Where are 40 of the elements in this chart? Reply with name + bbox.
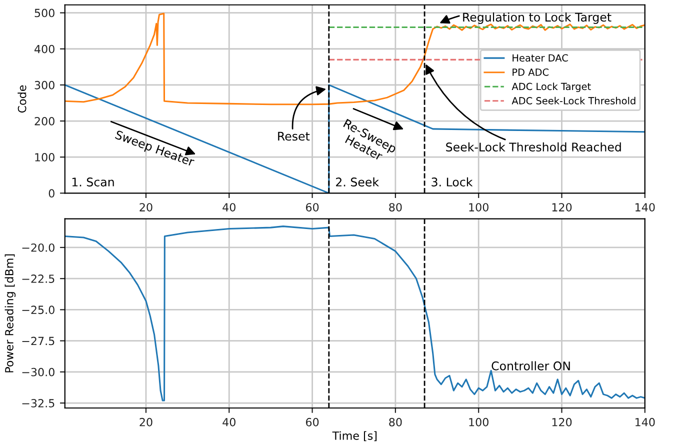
- legend-label: Heater DAC: [512, 54, 568, 62]
- x-tick-label: 80: [389, 203, 402, 212]
- legend-label: PD ADC: [512, 68, 549, 76]
- y-tick-label: −30.0: [22, 368, 54, 376]
- y-tick-label: −32.5: [22, 399, 54, 408]
- x-tick-label: 60: [306, 418, 319, 426]
- annotation: Regulation to Lock Target: [463, 12, 612, 24]
- y-tick-label: 400: [34, 44, 54, 54]
- legend-label: ADC Seek-Lock Threshold: [512, 96, 636, 104]
- y-tick-label: 100: [35, 153, 54, 162]
- annotation: 3. Lock: [432, 177, 473, 186]
- y-tick-label: −20.0: [22, 243, 54, 252]
- x-tick-label: 40: [222, 203, 236, 212]
- y-axis-title: Code: [18, 85, 26, 113]
- annotation: 1. Scan: [72, 178, 114, 186]
- x-tick-label: 60: [306, 203, 319, 212]
- x-tick-label: 20: [140, 418, 152, 426]
- x-tick-label: 80: [389, 418, 402, 426]
- y-tick-label: −25.0: [22, 306, 54, 314]
- annotation: Controller ON: [492, 361, 570, 370]
- x-tick-label: 120: [552, 203, 572, 212]
- y-tick-label: 500: [34, 8, 54, 18]
- y-tick-label: 200: [34, 116, 54, 126]
- x-tick-label: 40: [222, 418, 236, 426]
- x-tick-label: 120: [552, 418, 572, 426]
- x-tick-label: 100: [469, 203, 488, 212]
- x-tick-label: 100: [469, 418, 488, 426]
- y-tick-label: 0: [48, 189, 54, 198]
- annotation: Seek-Lock Threshold Reached: [446, 142, 621, 152]
- x-tick-label: 20: [140, 203, 152, 212]
- annotation: 2. Seek: [336, 177, 379, 186]
- legend-label: ADC Lock Target: [512, 82, 591, 92]
- y-axis-title: Power Reading [dBm]: [4, 254, 16, 372]
- annotation: Reset: [278, 132, 310, 141]
- y-tick-label: −22.5: [22, 274, 54, 283]
- x-tick-label: 140: [636, 203, 655, 212]
- y-tick-label: −27.5: [22, 336, 54, 346]
- x-tick-label: 140: [636, 418, 655, 426]
- y-tick-label: 300: [34, 80, 54, 90]
- x-axis-title: Time [s]: [332, 431, 377, 442]
